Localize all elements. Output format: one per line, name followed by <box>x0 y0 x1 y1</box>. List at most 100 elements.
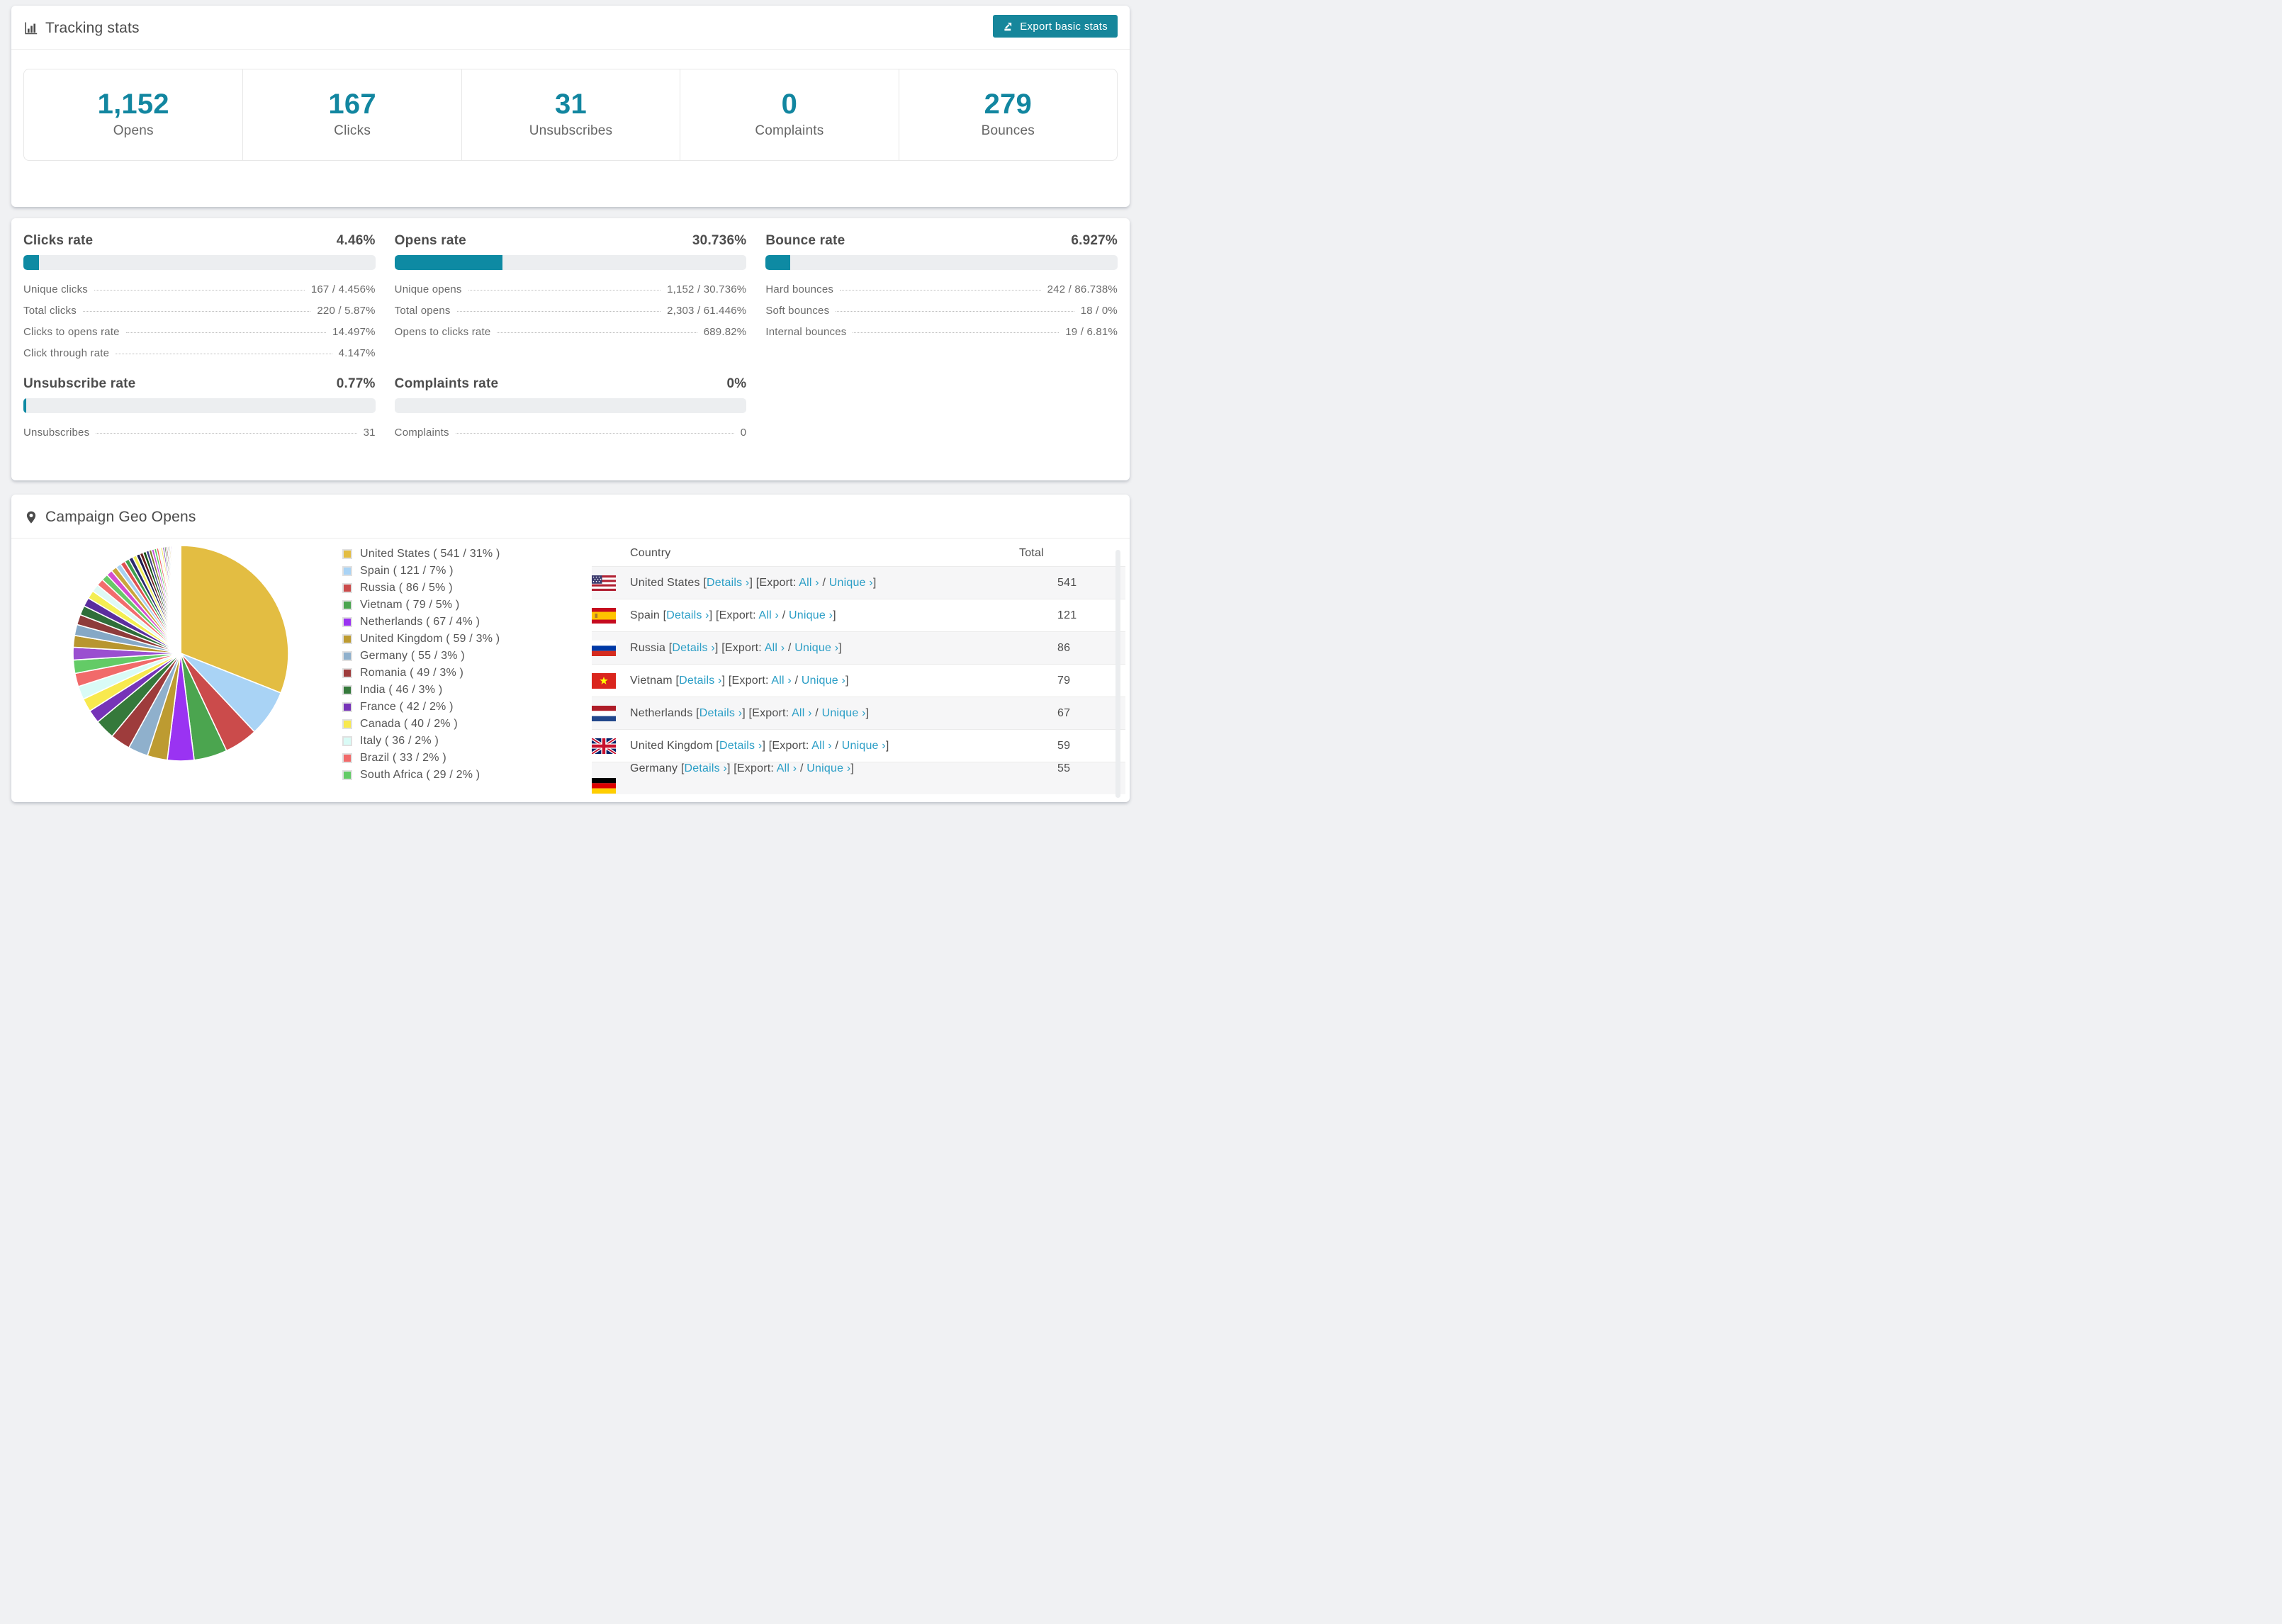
slash: / <box>811 706 822 719</box>
export-prefix: ] [Export: <box>714 641 765 654</box>
campaign-geo-opens-card: Campaign Geo Opens United States ( 541 /… <box>11 495 1130 802</box>
legend-swatch <box>342 668 352 678</box>
details-link[interactable]: Details › <box>672 641 715 654</box>
country-cell: Netherlands [Details ›] [Export: All › /… <box>630 707 1057 720</box>
rate-value: 0.77% <box>336 376 376 391</box>
export-all-link[interactable]: All › <box>799 576 819 589</box>
legend-label: United Kingdom ( 59 / 3% ) <box>360 633 500 645</box>
export-all-link[interactable]: All › <box>776 762 797 774</box>
details-link[interactable]: Details › <box>666 609 709 621</box>
export-unique-link[interactable]: Unique › <box>801 674 845 687</box>
us-flag-icon <box>592 575 630 591</box>
details-link[interactable]: Details › <box>684 762 727 774</box>
country-cell: Vietnam [Details ›] [Export: All › / Uni… <box>630 675 1057 687</box>
export-unique-link[interactable]: Unique › <box>821 706 866 719</box>
detail-value: 2,303 / 61.446% <box>667 305 747 317</box>
export-all-link[interactable]: All › <box>764 641 785 654</box>
tracking-stats-header: Tracking stats Export basic stats <box>11 6 1130 50</box>
geo-table-row: Germany [Details ›] [Export: All › / Uni… <box>592 762 1125 794</box>
detail-label: Complaints <box>394 427 449 439</box>
export-unique-link[interactable]: Unique › <box>794 641 839 654</box>
rate-progress-fill <box>23 255 40 270</box>
stat-label: Unsubscribes <box>529 123 613 138</box>
geo-table-row: Spain [Details ›] [Export: All › / Uniqu… <box>592 599 1125 631</box>
legend-item: South Africa ( 29 / 2% ) <box>342 769 592 782</box>
geo-legend: United States ( 541 / 31% ) Spain ( 121 … <box>342 540 592 794</box>
export-unique-link[interactable]: Unique › <box>828 576 873 589</box>
export-all-link[interactable]: All › <box>792 706 812 719</box>
legend-label: Romania ( 49 / 3% ) <box>360 667 464 679</box>
geo-table-scrollbar[interactable] <box>1115 550 1120 798</box>
map-pin-icon <box>26 511 36 524</box>
legend-swatch <box>342 634 352 644</box>
legend-item: Italy ( 36 / 2% ) <box>342 735 592 748</box>
rate-section: Complaints rate 0% Complaints 0 <box>394 376 747 439</box>
detail-value: 19 / 6.81% <box>1065 326 1118 338</box>
stat-value: 279 <box>984 89 1032 120</box>
stat-label: Complaints <box>755 123 824 138</box>
bracket: [ <box>680 762 685 774</box>
legend-label: Netherlands ( 67 / 4% ) <box>360 616 480 628</box>
rate-detail-row: Soft bounces 18 / 0% <box>765 305 1118 317</box>
export-prefix: ] [Export: <box>762 739 812 752</box>
legend-item: Canada ( 40 / 2% ) <box>342 718 592 731</box>
legend-item: United Kingdom ( 59 / 3% ) <box>342 633 592 645</box>
legend-swatch <box>342 600 352 610</box>
stat-label: Bounces <box>981 123 1035 138</box>
rate-section: Bounce rate 6.927% Hard bounces 242 / 86… <box>765 233 1118 359</box>
rate-progress-bar <box>394 398 747 413</box>
legend-item: Romania ( 49 / 3% ) <box>342 667 592 680</box>
export-unique-link[interactable]: Unique › <box>806 762 851 774</box>
legend-swatch <box>342 736 352 746</box>
details-link[interactable]: Details › <box>699 706 743 719</box>
details-link[interactable]: Details › <box>706 576 750 589</box>
detail-value: 31 <box>363 427 376 439</box>
detail-value: 18 / 0% <box>1080 305 1118 317</box>
rate-name: Opens rate <box>394 233 466 248</box>
detail-label: Unsubscribes <box>23 427 90 439</box>
legend-swatch <box>342 702 352 712</box>
legend-item: France ( 42 / 2% ) <box>342 701 592 714</box>
es-flag-icon <box>592 607 630 624</box>
legend-swatch <box>342 617 352 627</box>
detail-value: 1,152 / 30.736% <box>667 283 747 295</box>
export-unique-link[interactable]: Unique › <box>841 739 886 752</box>
country-cell: Russia [Details ›] [Export: All › / Uniq… <box>630 642 1057 655</box>
legend-item: Germany ( 55 / 3% ) <box>342 650 592 662</box>
export-all-link[interactable]: All › <box>758 609 780 621</box>
legend-label: Italy ( 36 / 2% ) <box>360 735 439 747</box>
legend-swatch <box>342 583 352 593</box>
de-flag-icon <box>592 778 630 794</box>
detail-label: Soft bounces <box>765 305 830 317</box>
export-basic-stats-button[interactable]: Export basic stats <box>993 15 1118 38</box>
nl-flag-icon <box>592 705 630 721</box>
export-prefix: ] [Export: <box>709 609 759 621</box>
bracket: [ <box>696 706 699 719</box>
rate-name: Unsubscribe rate <box>23 376 136 391</box>
rate-section: Clicks rate 4.46% Unique clicks 167 / 4.… <box>23 233 376 359</box>
total-cell: 67 <box>1057 706 1071 719</box>
export-unique-link[interactable]: Unique › <box>789 609 833 621</box>
export-all-link[interactable]: All › <box>811 739 832 752</box>
tracking-stats-card: Tracking stats Export basic stats 1,152 … <box>11 6 1130 207</box>
detail-value: 14.497% <box>332 326 376 338</box>
slash: / <box>779 609 789 621</box>
country-cell: Spain [Details ›] [Export: All › / Uniqu… <box>630 609 1057 622</box>
country-name: United States <box>630 576 704 589</box>
export-icon <box>1004 23 1012 31</box>
country-name: Germany <box>630 762 681 774</box>
detail-value: 689.82% <box>703 326 747 338</box>
details-link[interactable]: Details › <box>679 674 722 687</box>
rate-section: Unsubscribe rate 0.77% Unsubscribes 31 <box>23 376 376 439</box>
geo-table-row: United States [Details ›] [Export: All ›… <box>592 566 1125 599</box>
legend-label: United States ( 541 / 31% ) <box>360 548 500 560</box>
bracket: ] <box>872 576 877 589</box>
slash: / <box>819 576 829 589</box>
stat-value: 167 <box>328 89 376 120</box>
details-link[interactable]: Details › <box>719 739 763 752</box>
export-all-link[interactable]: All › <box>771 674 792 687</box>
export-button-label: Export basic stats <box>1020 20 1108 33</box>
detail-value: 220 / 5.87% <box>317 305 376 317</box>
rate-detail-row: Hard bounces 242 / 86.738% <box>765 283 1118 295</box>
legend-swatch <box>342 753 352 763</box>
